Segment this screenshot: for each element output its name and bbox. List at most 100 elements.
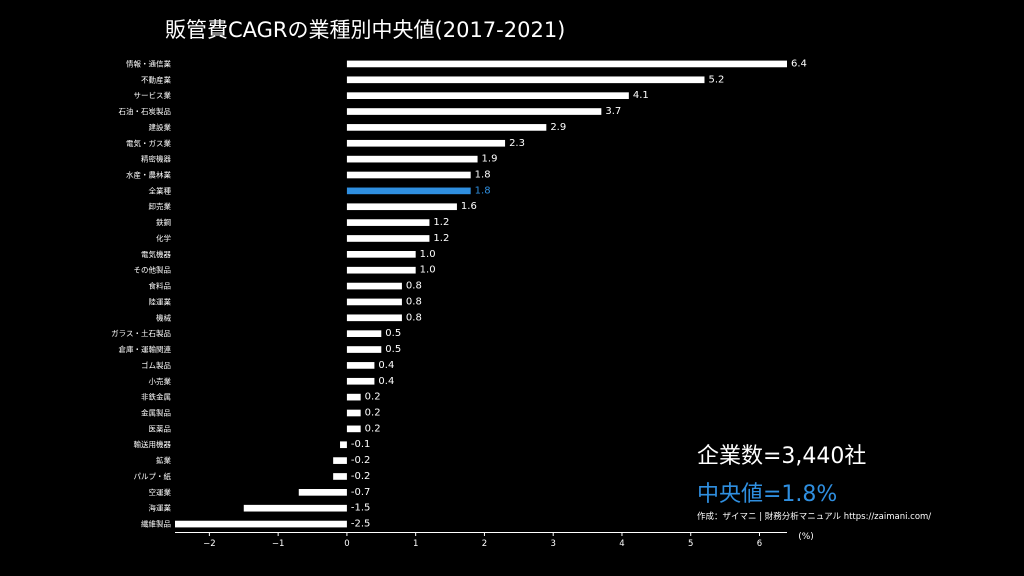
value-label: 0.8 <box>406 296 422 307</box>
bar <box>346 187 471 195</box>
bar <box>346 124 547 131</box>
chart-title: 販管費CAGRの業種別中央値(2017-2021) <box>165 18 566 42</box>
x-tick-label: 0 <box>344 539 349 549</box>
value-label: 1.9 <box>482 154 498 165</box>
value-label: 0.4 <box>378 360 394 371</box>
x-tick-label: 1 <box>413 539 418 549</box>
category-label: 水産・農林業 <box>126 170 171 180</box>
category-label: 情報・通信業 <box>126 58 171 68</box>
value-label: 0.4 <box>378 376 394 387</box>
x-axis: −2 −1 0 1 2 3 4 5 6 (%) <box>175 532 814 549</box>
value-label: 6.4 <box>791 58 807 69</box>
category-label: ガラス・土石製品 <box>111 328 171 338</box>
source-credit: 作成：ザイマニ | 財務分析マニュアル https://zaimani.com/ <box>697 512 932 522</box>
category-label: 電気機器 <box>141 249 171 259</box>
category-label: 食料品 <box>149 281 172 291</box>
value-label: 0.2 <box>365 423 381 434</box>
category-label: 輸送用機器 <box>134 439 172 449</box>
bar <box>346 251 416 258</box>
category-label: 石油・石炭製品 <box>119 106 172 116</box>
value-label: 1.0 <box>420 249 436 260</box>
category-labels-group: 情報・通信業不動産業サービス業石油・石炭製品建設業電気・ガス業精密機器水産・農林… <box>111 58 171 528</box>
value-label: 0.8 <box>406 312 422 323</box>
bar <box>346 377 375 385</box>
x-tick-label: −2 <box>203 539 216 549</box>
value-label: 1.8 <box>475 185 491 196</box>
value-label: 3.7 <box>605 106 621 117</box>
bar <box>346 282 402 290</box>
bar <box>346 155 478 163</box>
value-label: 5.2 <box>708 74 724 85</box>
bars-group <box>175 60 787 528</box>
category-label: 海運業 <box>149 503 172 513</box>
category-label: 化学 <box>156 233 171 243</box>
bar <box>298 489 347 496</box>
category-label: 空運業 <box>149 487 172 497</box>
bar <box>333 457 347 464</box>
category-label: 精密機器 <box>141 154 171 164</box>
value-label: 1.6 <box>461 201 477 212</box>
bar <box>346 76 705 84</box>
category-label: 医薬品 <box>149 423 172 433</box>
category-label: パルプ・紙 <box>134 471 172 481</box>
value-label: -1.5 <box>351 503 371 514</box>
bar <box>346 425 361 433</box>
value-label: 4.1 <box>633 90 649 101</box>
category-label: サービス業 <box>134 90 172 100</box>
value-label: -0.2 <box>351 471 371 482</box>
x-tick-label: 3 <box>550 539 555 549</box>
category-label: 卸売業 <box>149 201 172 211</box>
category-label: 非鉄金属 <box>141 392 171 402</box>
value-labels-group: 6.4 5.2 4.1 3.7 2.9 2.3 1.9 1.8 1.8 1.6 1.2 1.2 1.0 1… <box>351 58 807 529</box>
bar <box>340 441 347 449</box>
bar <box>346 171 471 179</box>
bar <box>346 139 506 147</box>
category-label: 陸運業 <box>149 296 172 306</box>
category-label: 建設業 <box>149 122 172 132</box>
category-label: 倉庫・運輸関連 <box>119 344 172 354</box>
value-label: 0.2 <box>365 408 381 419</box>
median-annotation: 中央値=1.8% <box>697 482 838 507</box>
bar <box>346 235 430 242</box>
x-tick-label: 5 <box>688 539 693 549</box>
bar <box>346 203 457 211</box>
category-label: その他製品 <box>134 265 172 275</box>
category-label: 機械 <box>156 312 171 322</box>
value-label: 1.8 <box>475 170 491 181</box>
value-label: 1.2 <box>433 233 449 244</box>
bar <box>346 92 629 99</box>
bar <box>346 346 382 353</box>
bar <box>346 393 361 401</box>
bar <box>346 314 402 322</box>
category-label: 鉱業 <box>156 455 171 465</box>
value-label: 0.2 <box>365 392 381 403</box>
value-label: 2.9 <box>550 122 566 133</box>
value-label: -2.5 <box>351 519 371 530</box>
bar <box>346 108 602 115</box>
bar <box>346 330 382 337</box>
value-label: -0.1 <box>351 439 371 450</box>
x-tick-label: 6 <box>757 539 762 549</box>
category-label: 繊維製品 <box>141 519 171 529</box>
category-label: 不動産業 <box>141 74 171 84</box>
category-label: ゴム製品 <box>141 360 171 370</box>
value-label: 1.0 <box>420 265 436 276</box>
bar <box>243 504 347 512</box>
bar <box>346 298 402 306</box>
bar <box>346 266 416 274</box>
value-label: -0.2 <box>351 455 371 466</box>
category-label: 金属製品 <box>141 408 171 418</box>
category-label: 小売業 <box>149 376 172 386</box>
bar <box>346 219 430 226</box>
x-tick-label: 2 <box>482 539 487 549</box>
company-count-annotation: 企業数=3,440社 <box>697 444 867 469</box>
x-tick-label: 4 <box>619 539 624 549</box>
bar <box>333 473 347 480</box>
value-label: -0.7 <box>351 487 371 498</box>
x-tick-label: −1 <box>272 539 285 549</box>
value-label: 0.5 <box>385 344 401 355</box>
bar <box>346 362 375 369</box>
value-label: 1.2 <box>433 217 449 228</box>
bar <box>346 409 361 417</box>
